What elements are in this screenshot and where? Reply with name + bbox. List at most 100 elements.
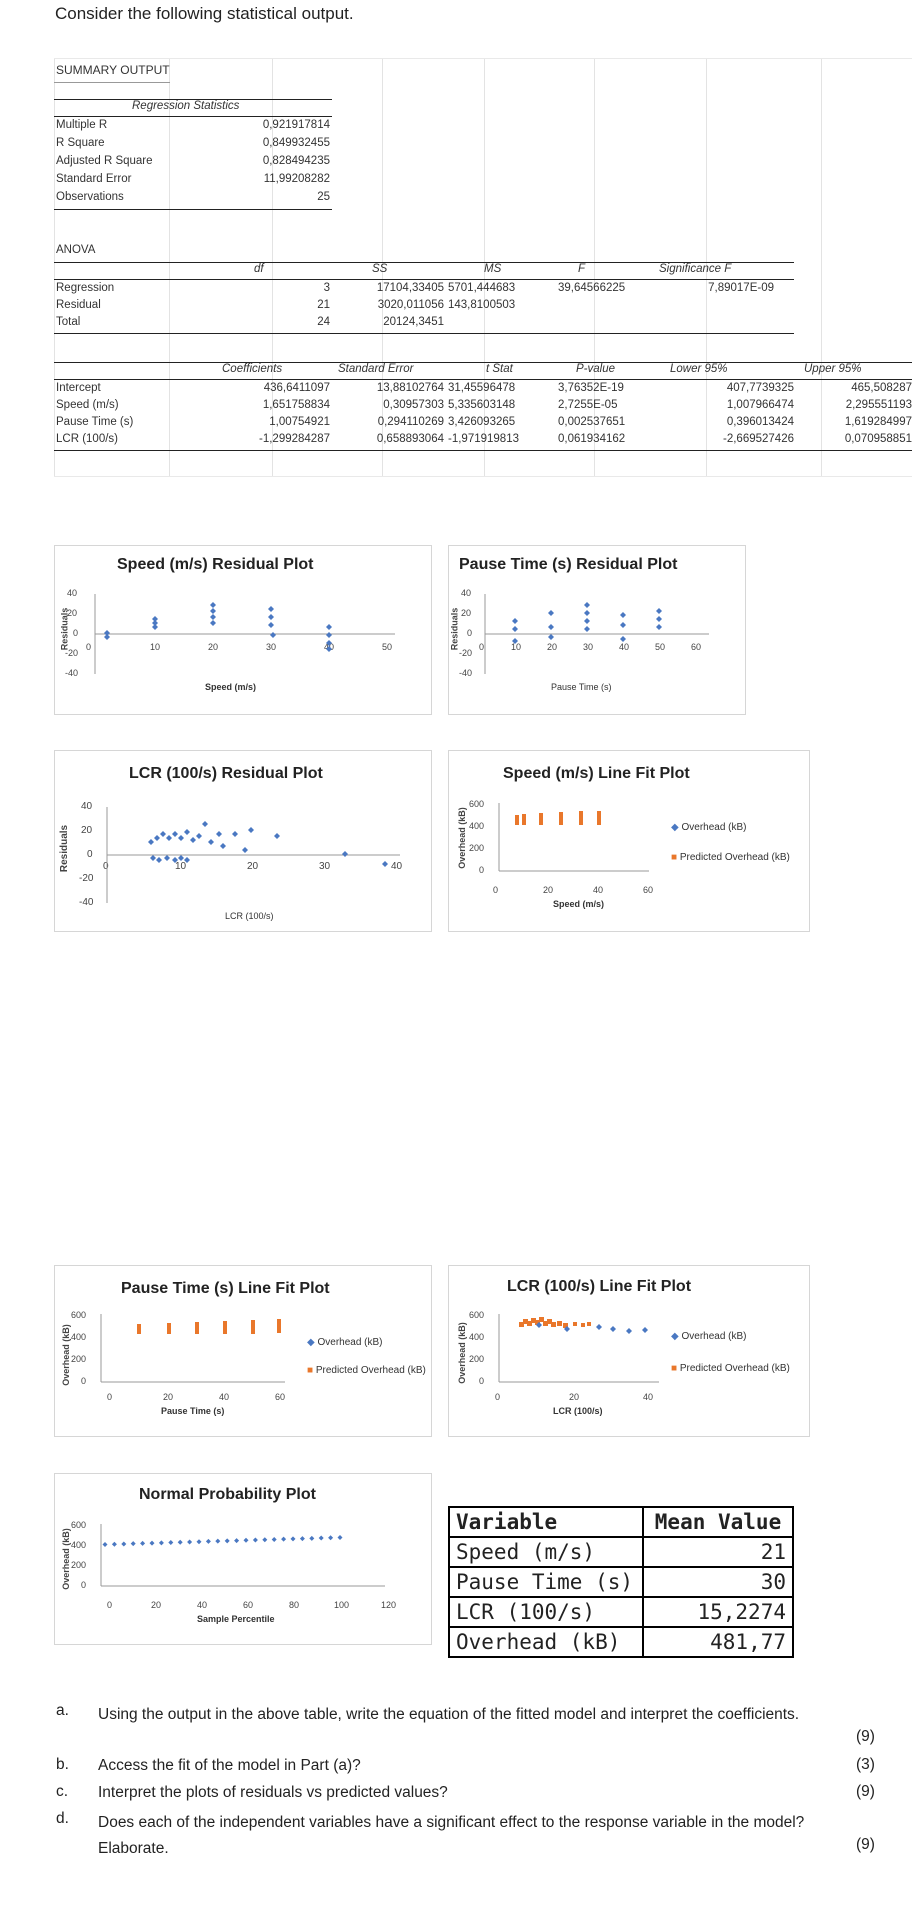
x-tick: 0	[495, 1392, 501, 1402]
coef-lo: 0,396013424	[726, 416, 794, 428]
x-tick: 0	[479, 642, 485, 652]
x-tick: 30	[583, 642, 594, 652]
normal-probability-plot: Normal Probability Plot Overhead (kB) 60…	[54, 1473, 432, 1645]
probability-point	[337, 1535, 343, 1540]
speed-residual-plot: Speed (m/s) Residual Plot Residuals 40 2…	[54, 545, 432, 715]
coef-hi: 465,508287	[851, 382, 912, 394]
legend-item: ■ Predicted Overhead (kB)	[307, 1365, 426, 1376]
coef-p: 0,002537651	[558, 416, 626, 428]
probability-points	[102, 1535, 343, 1547]
table-header-row: Variable Mean Value	[448, 1506, 794, 1538]
summary-title: SUMMARY OUTPUT	[56, 63, 170, 77]
question-marks: (9)	[856, 1728, 875, 1745]
diamond-marker-icon: ◆	[307, 1337, 315, 1348]
anova-title: ANOVA	[56, 244, 96, 256]
coef-t: 3,426093265	[448, 416, 516, 428]
pause-line-fit-plot: Pause Time (s) Line Fit Plot Overhead (k…	[54, 1265, 432, 1437]
probability-point	[187, 1539, 193, 1545]
y-tick: -20	[79, 873, 94, 884]
probability-point	[111, 1541, 117, 1547]
anova-header-f: F	[578, 263, 586, 275]
coef-lo: 1,007966474	[726, 399, 794, 411]
y-tick: 0	[479, 1376, 485, 1386]
y-tick: 400	[71, 1332, 87, 1342]
y-tick: 600	[469, 799, 485, 809]
x-tick: 50	[382, 642, 393, 652]
plot-area	[100, 1314, 285, 1383]
header-mean-value: Mean Value	[642, 1506, 794, 1538]
anova-ss: 3020,011056	[377, 299, 444, 311]
probability-point	[130, 1541, 136, 1547]
table-row: Pause Time (s) 30	[448, 1566, 794, 1598]
x-axis-label: Speed (m/s)	[553, 899, 605, 909]
coef-row-label: Intercept	[56, 382, 101, 394]
y-tick: 0	[479, 865, 485, 875]
coef-hi: 2,295551193	[845, 399, 912, 411]
question-letter: d.	[56, 1810, 69, 1827]
coef-lo: -2,669527426	[723, 433, 794, 445]
chart-title: Speed (m/s) Line Fit Plot	[503, 765, 690, 782]
chart-title: Speed (m/s) Residual Plot	[117, 556, 314, 573]
regstat-value: 0,921917814	[262, 119, 330, 131]
chart-title: Pause Time (s) Residual Plot	[459, 556, 678, 573]
regstat-label: R Square	[56, 137, 105, 149]
x-tick: 0	[107, 1600, 113, 1610]
diamond-marker-icon: ◆	[671, 822, 679, 833]
table-row: Speed (m/s) 21	[448, 1536, 794, 1568]
y-tick: -40	[79, 897, 94, 908]
coef-t: -1,971919813	[448, 433, 519, 445]
anova-row-label: Total	[56, 316, 81, 328]
x-axis-label: Pause Time (s)	[161, 1406, 225, 1416]
question-text: Does each of the independent variables h…	[98, 1814, 805, 1857]
anova-ms: 5701,444683	[448, 282, 516, 294]
anova-header-df: df	[254, 263, 264, 275]
y-tick: 400	[469, 821, 485, 831]
x-tick: 50	[655, 642, 666, 652]
variable-cell: Overhead (kB)	[448, 1626, 644, 1658]
probability-point	[158, 1540, 164, 1546]
square-marker-icon: ■	[671, 1363, 678, 1374]
chart-title: LCR (100/s) Residual Plot	[129, 765, 323, 782]
plot-area	[106, 807, 400, 903]
coef-se: 13,88102764	[376, 382, 444, 394]
anova-sig: 7,89017E-09	[708, 282, 774, 294]
plot-area	[100, 1524, 385, 1587]
anova-df: 21	[317, 299, 330, 311]
y-tick: 0	[467, 628, 473, 638]
anova-header-sig: Significance F	[659, 263, 732, 275]
regstat-value: 0,849932455	[262, 137, 330, 149]
coef-hi: 0,070958851	[844, 433, 912, 445]
y-tick: 40	[67, 588, 78, 598]
question-marks: (9)	[856, 1783, 875, 1800]
x-tick: 20	[208, 642, 219, 652]
y-tick: 200	[469, 1354, 485, 1364]
x-tick: 120	[381, 1600, 397, 1610]
y-tick: 600	[71, 1310, 87, 1320]
speed-line-fit-plot: Speed (m/s) Line Fit Plot Overhead (kB) …	[448, 750, 810, 932]
probability-point	[140, 1540, 146, 1546]
mean-cell: 15,2274	[642, 1596, 794, 1628]
x-tick: 60	[643, 885, 654, 895]
anova-row-label: Residual	[56, 299, 101, 311]
regstat-label: Observations	[56, 191, 124, 203]
variable-cell: Speed (m/s)	[448, 1536, 644, 1568]
pause-residual-plot: Pause Time (s) Residual Plot Residuals 4…	[448, 545, 746, 715]
coef-header: Standard Error	[338, 363, 414, 375]
y-tick: 0	[87, 849, 93, 860]
mean-cell: 481,77	[642, 1626, 794, 1658]
coef-value: -1,299284287	[259, 433, 330, 445]
x-tick: 10	[150, 642, 161, 652]
chart-title: LCR (100/s) Line Fit Plot	[507, 1278, 692, 1295]
y-tick: -40	[65, 668, 79, 678]
coef-value: 1,651758834	[262, 399, 330, 411]
x-tick: 0	[493, 885, 499, 895]
x-tick: 20	[569, 1392, 580, 1402]
regstat-label: Multiple R	[56, 119, 108, 131]
legend-item: ◆ Overhead (kB)	[307, 1337, 383, 1348]
probability-point	[281, 1536, 287, 1542]
coef-header: P-value	[576, 363, 615, 375]
question-text: Interpret the plots of residuals vs pred…	[98, 1784, 448, 1801]
coef-header: Upper 95%	[804, 363, 862, 375]
coef-value: 436,6411097	[263, 382, 330, 394]
coef-header: Lower 95%	[670, 363, 728, 375]
